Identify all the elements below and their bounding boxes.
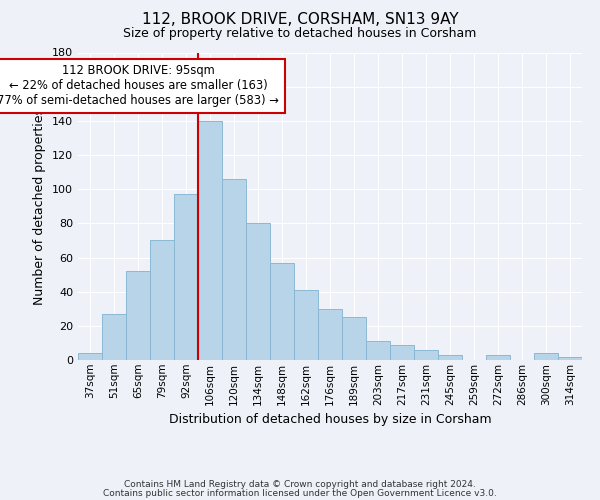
Bar [438,355,462,360]
Bar [270,262,294,360]
Bar [366,341,390,360]
X-axis label: Distribution of detached houses by size in Corsham: Distribution of detached houses by size … [169,413,491,426]
Bar [558,356,582,360]
Bar [246,224,270,360]
Bar [486,355,510,360]
Bar [390,344,414,360]
Bar [78,353,102,360]
Y-axis label: Number of detached properties: Number of detached properties [34,108,46,304]
Bar [174,194,198,360]
Text: 112 BROOK DRIVE: 95sqm
← 22% of detached houses are smaller (163)
77% of semi-de: 112 BROOK DRIVE: 95sqm ← 22% of detached… [0,64,279,108]
Bar [126,271,150,360]
Bar [342,318,366,360]
Bar [102,314,126,360]
Bar [414,350,438,360]
Bar [222,179,246,360]
Bar [198,121,222,360]
Bar [294,290,318,360]
Bar [534,353,558,360]
Text: Contains HM Land Registry data © Crown copyright and database right 2024.: Contains HM Land Registry data © Crown c… [124,480,476,489]
Text: Contains public sector information licensed under the Open Government Licence v3: Contains public sector information licen… [103,488,497,498]
Text: Size of property relative to detached houses in Corsham: Size of property relative to detached ho… [124,28,476,40]
Bar [150,240,174,360]
Bar [318,308,342,360]
Text: 112, BROOK DRIVE, CORSHAM, SN13 9AY: 112, BROOK DRIVE, CORSHAM, SN13 9AY [142,12,458,28]
